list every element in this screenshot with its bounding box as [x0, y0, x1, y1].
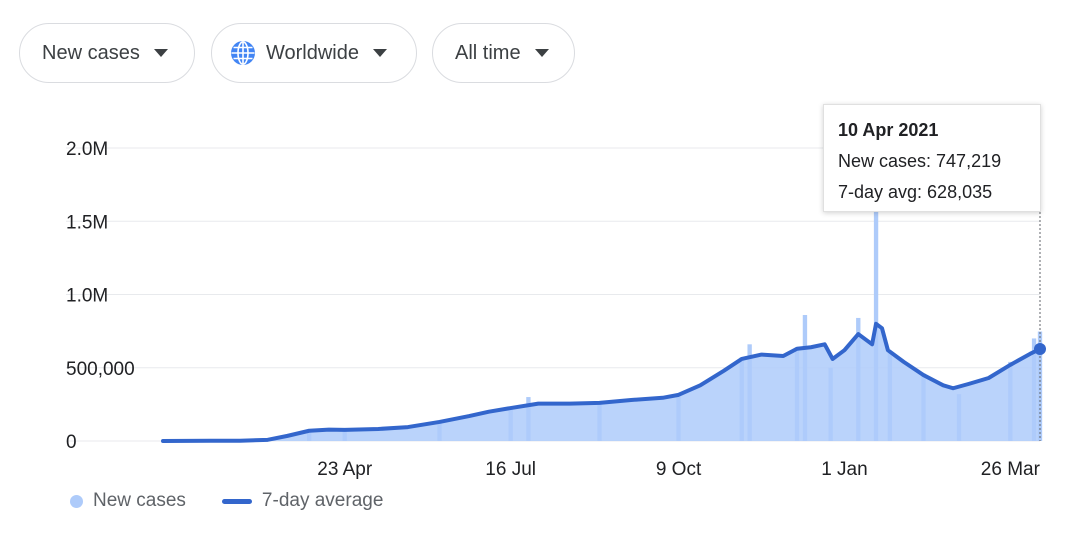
legend-new-cases-swatch	[70, 494, 83, 508]
metric-dropdown[interactable]: New cases	[19, 23, 195, 83]
chart-tooltip: 10 Apr 2021 New cases: 747,219 7-day avg…	[823, 104, 1041, 212]
new-cases-bar	[873, 148, 879, 441]
tooltip-date: 10 Apr 2021	[838, 120, 939, 140]
y-tick-label: 1.0M	[66, 286, 108, 307]
time-range-dropdown[interactable]: All time	[432, 23, 575, 83]
new-cases-area	[163, 323, 1040, 441]
region-dropdown[interactable]: Worldwide	[211, 23, 417, 83]
tooltip-new-cases: New cases: 747,219	[838, 151, 1002, 171]
x-tick-label: 23 Apr	[317, 459, 373, 480]
globe-icon	[231, 41, 255, 65]
7day-average-line	[161, 321, 1042, 443]
x-tick-label: 1 Jan	[821, 459, 867, 480]
region-dropdown-label: Worldwide	[266, 41, 359, 64]
y-tick-label: 0	[66, 432, 77, 453]
x-tick-label: 9 Oct	[656, 459, 702, 480]
chevron-down-icon	[153, 49, 168, 57]
legend-7day-average-label: 7-day average	[261, 490, 384, 511]
highlight-point	[1034, 342, 1046, 355]
metric-dropdown-label: New cases	[42, 41, 140, 64]
chart-legend: New cases 7-day average	[70, 488, 383, 514]
tooltip-7day-avg: 7-day avg: 628,035	[838, 182, 993, 202]
time-range-dropdown-label: All time	[455, 41, 521, 64]
x-tick-label: 16 Jul	[485, 459, 536, 480]
chevron-down-icon	[534, 49, 549, 57]
y-tick-label: 2.0M	[66, 139, 108, 160]
x-tick-label: 26 Mar	[981, 459, 1041, 480]
legend-new-cases-label: New cases	[93, 490, 186, 511]
chevron-down-icon	[373, 49, 387, 57]
y-tick-label: 500,000	[66, 359, 135, 380]
y-tick-label: 1.5M	[66, 212, 108, 233]
legend-7day-average-swatch	[221, 498, 252, 504]
